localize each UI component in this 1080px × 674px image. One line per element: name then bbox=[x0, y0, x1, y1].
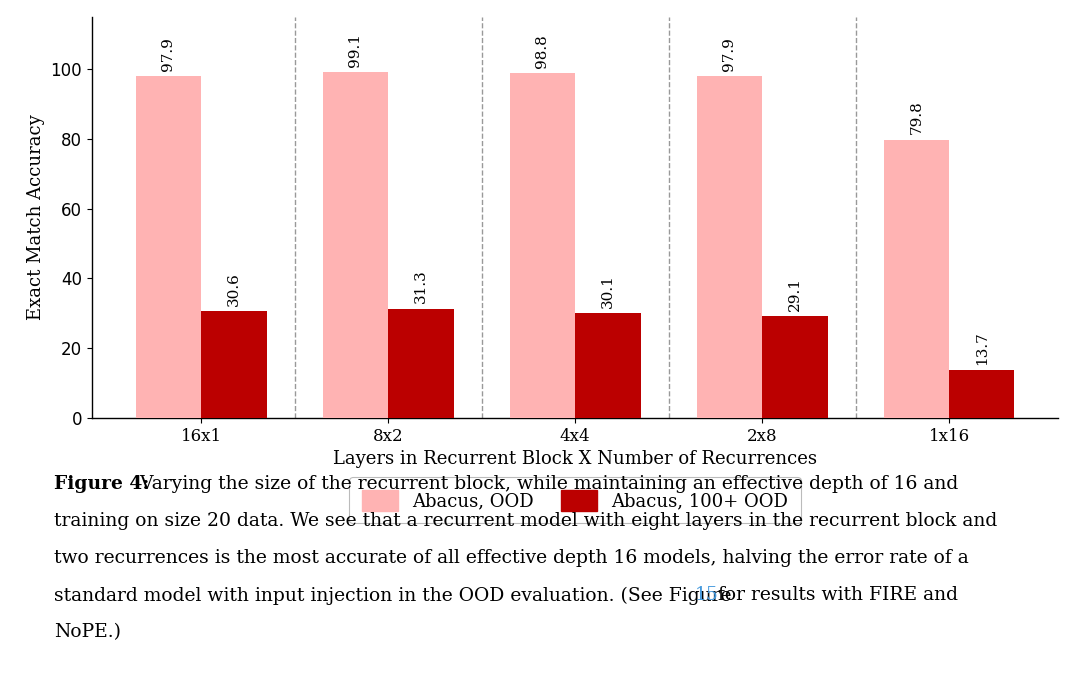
Bar bbox=[388, 309, 454, 418]
Text: 15: 15 bbox=[694, 586, 718, 605]
Text: Varying the size of the recurrent block, while maintaining an effective depth of: Varying the size of the recurrent block,… bbox=[129, 475, 958, 493]
Text: standard model with input injection in the OOD evaluation. (See Figure: standard model with input injection in t… bbox=[54, 586, 738, 605]
Legend: Abacus, OOD, Abacus, 100+ OOD: Abacus, OOD, Abacus, 100+ OOD bbox=[349, 477, 801, 523]
Text: 13.7: 13.7 bbox=[975, 331, 989, 365]
Text: 97.9: 97.9 bbox=[161, 37, 175, 71]
Text: 97.9: 97.9 bbox=[723, 37, 737, 71]
Bar bbox=[576, 313, 640, 418]
Text: for results with FIRE and: for results with FIRE and bbox=[712, 586, 958, 605]
Bar bbox=[510, 73, 576, 418]
Text: 98.8: 98.8 bbox=[536, 34, 550, 68]
Bar bbox=[883, 140, 949, 418]
Text: NoPE.): NoPE.) bbox=[54, 623, 121, 642]
Bar bbox=[323, 72, 388, 418]
Text: Figure 4:: Figure 4: bbox=[54, 475, 149, 493]
Text: 29.1: 29.1 bbox=[787, 277, 801, 311]
Text: 99.1: 99.1 bbox=[349, 33, 363, 67]
Y-axis label: Exact Match Accuracy: Exact Match Accuracy bbox=[27, 115, 45, 320]
Bar bbox=[136, 76, 201, 418]
Bar bbox=[697, 76, 762, 418]
Text: 31.3: 31.3 bbox=[414, 270, 428, 303]
Text: two recurrences is the most accurate of all effective depth 16 models, halving t: two recurrences is the most accurate of … bbox=[54, 549, 969, 568]
Text: 30.6: 30.6 bbox=[227, 272, 241, 306]
Bar bbox=[201, 311, 267, 418]
Text: 79.8: 79.8 bbox=[909, 100, 923, 134]
X-axis label: Layers in Recurrent Block X Number of Recurrences: Layers in Recurrent Block X Number of Re… bbox=[333, 450, 818, 468]
Bar bbox=[949, 370, 1014, 418]
Bar bbox=[762, 316, 827, 418]
Text: training on size 20 data. We see that a recurrent model with eight layers in the: training on size 20 data. We see that a … bbox=[54, 512, 997, 530]
Text: 30.1: 30.1 bbox=[600, 274, 615, 308]
